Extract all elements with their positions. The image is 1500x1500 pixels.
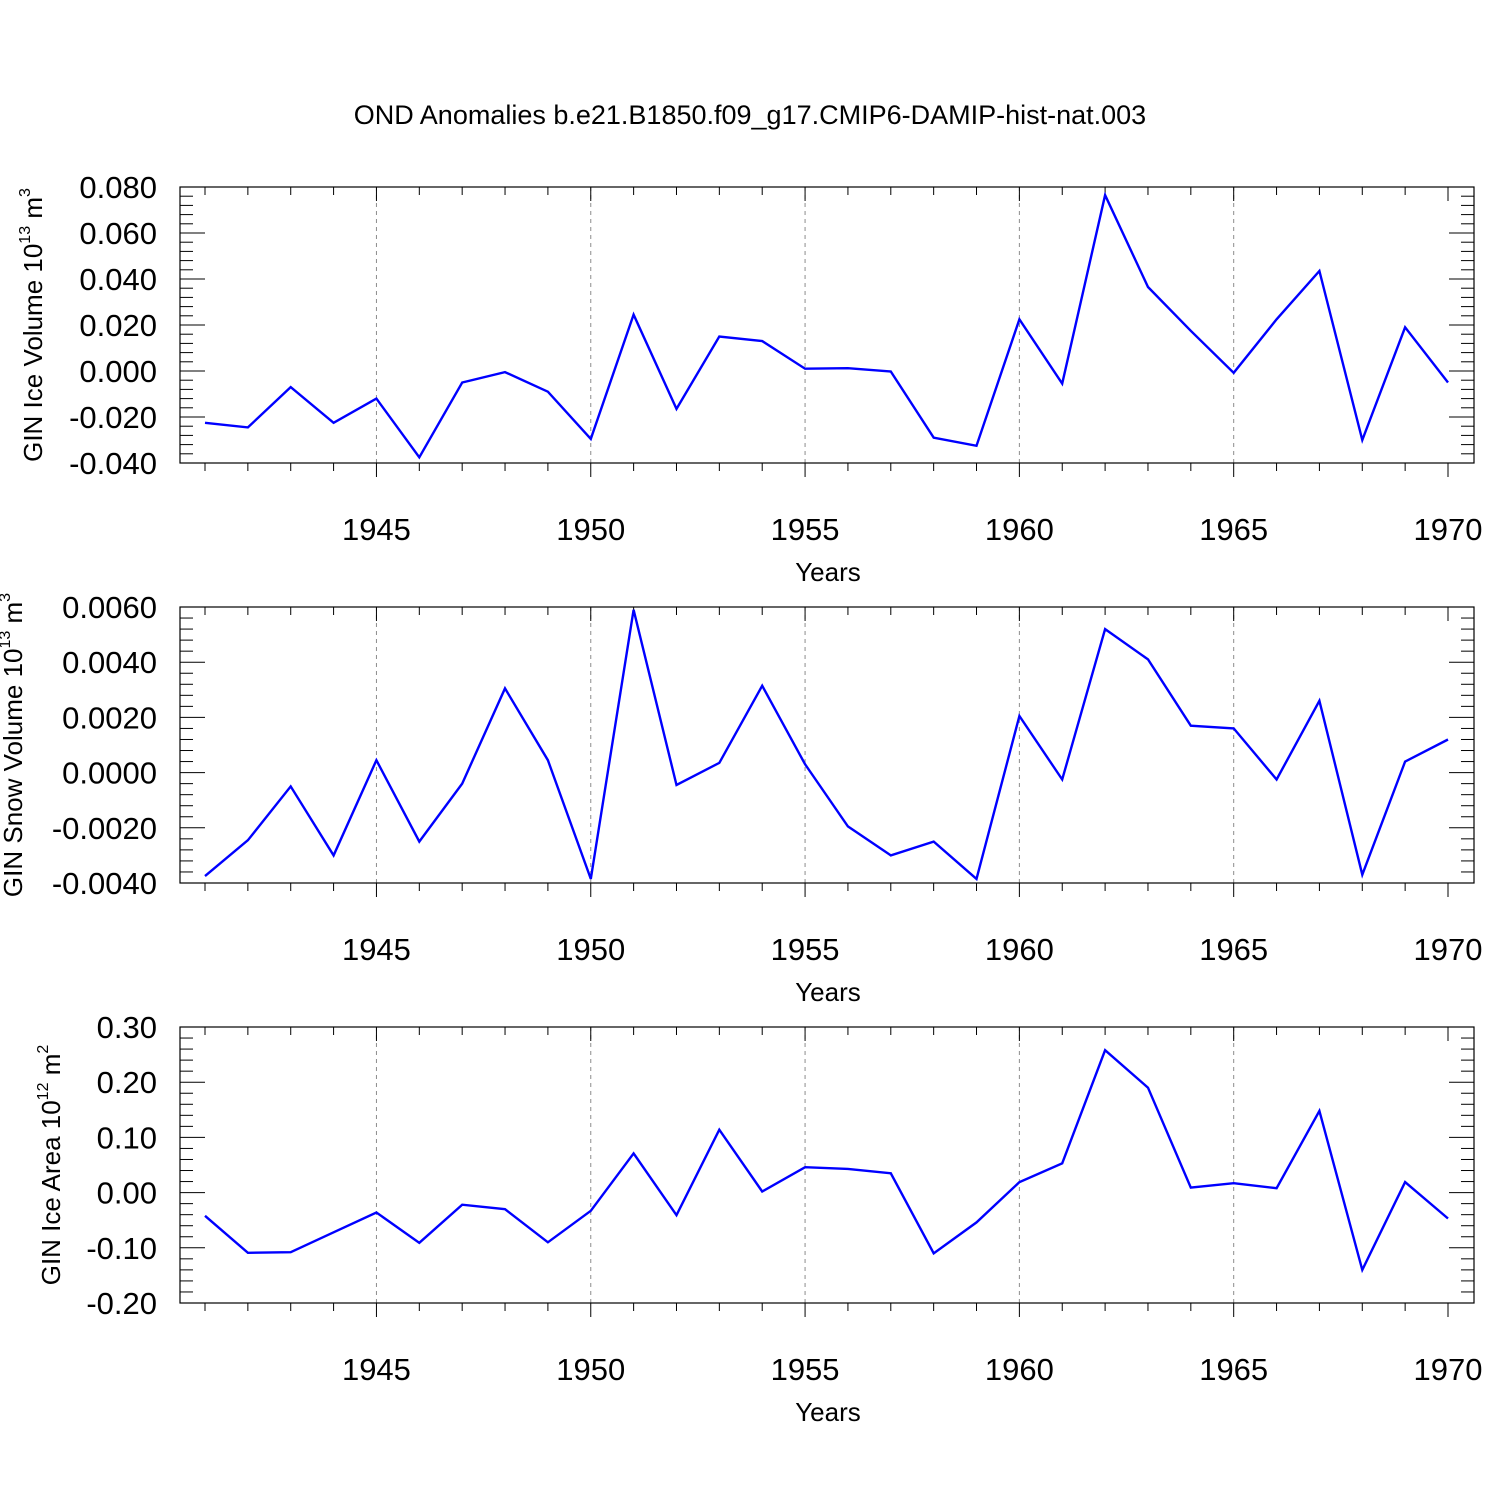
y-tick-label: 0.060 <box>79 216 157 251</box>
x-tick-label: 1965 <box>1199 512 1268 547</box>
figure-title: OND Anomalies b.e21.B1850.f09_g17.CMIP6-… <box>354 100 1146 130</box>
x-axis-label: Years <box>795 977 861 1007</box>
x-tick-label: 1955 <box>771 512 840 547</box>
plot-frame <box>179 606 1475 884</box>
y-tick-label: 0.000 <box>79 354 157 389</box>
y-tick-label: 0.040 <box>79 262 157 297</box>
y-axis-label: GIN Ice Area 1012 m2 <box>35 1045 66 1286</box>
y-tick-label: 0.0060 <box>62 590 157 625</box>
x-tick-label: 1950 <box>556 1352 625 1387</box>
chart-panel-3: 1945 1950 1955 1960 1965 1970 -0.20 -0.10 0.00 0.… <box>35 1010 1482 1427</box>
x-tick-label: 1955 <box>771 932 840 967</box>
y-tick-label: 0.0020 <box>62 700 157 735</box>
x-tick-label: 1970 <box>1414 512 1483 547</box>
x-tick-label: 1960 <box>985 1352 1054 1387</box>
y-axis-label: GIN Snow Volume 1013 m3 <box>0 593 28 897</box>
x-tick-label: 1945 <box>342 1352 411 1387</box>
series-line <box>204 609 1449 882</box>
x-tick-label: 1955 <box>771 1352 840 1387</box>
y-tick-label: -0.20 <box>86 1286 157 1321</box>
y-tick-label: 0.30 <box>97 1010 157 1045</box>
x-tick-label: 1960 <box>985 932 1054 967</box>
chart-panel-2: 1945 1950 1955 1960 1965 1970 -0.0040 -0.0020 0.… <box>0 590 1482 1007</box>
series-line <box>204 191 1449 460</box>
y-tick-label: 0.020 <box>79 308 157 343</box>
y-tick-label: 0.10 <box>97 1120 157 1155</box>
x-tick-label: 1945 <box>342 512 411 547</box>
chart-panel-1: 1945 1950 1955 1960 1965 1970 -0.040 -0.020 0.00… <box>17 170 1482 587</box>
y-tick-label: 0.0040 <box>62 645 157 680</box>
y-tick-label: -0.020 <box>69 400 157 435</box>
y-tick-label: 0.080 <box>79 170 157 205</box>
y-tick-label: -0.0040 <box>52 866 157 901</box>
x-tick-label: 1965 <box>1199 1352 1268 1387</box>
y-tick-label: 0.00 <box>97 1176 157 1211</box>
x-tick-label: 1950 <box>556 932 625 967</box>
y-tick-label: -0.040 <box>69 446 157 481</box>
x-axis-label: Years <box>795 557 861 587</box>
x-tick-label: 1945 <box>342 932 411 967</box>
x-tick-label: 1970 <box>1414 1352 1483 1387</box>
y-tick-label: 0.0000 <box>62 756 157 791</box>
y-tick-label: -0.0020 <box>52 811 157 846</box>
y-tick-label: -0.10 <box>86 1231 157 1266</box>
x-tick-label: 1960 <box>985 512 1054 547</box>
series-line <box>204 1048 1449 1274</box>
y-tick-label: 0.20 <box>97 1065 157 1100</box>
plot-frame <box>179 186 1475 464</box>
x-axis-label: Years <box>795 1397 861 1427</box>
x-tick-label: 1965 <box>1199 932 1268 967</box>
x-tick-label: 1970 <box>1414 932 1483 967</box>
plot-frame <box>179 1026 1475 1304</box>
y-axis-label: GIN Ice Volume 1013 m3 <box>17 188 48 462</box>
panels: 1945 1950 1955 1960 1965 1970 -0.040 -0.020 0.00… <box>0 170 1482 1427</box>
x-tick-label: 1950 <box>556 512 625 547</box>
